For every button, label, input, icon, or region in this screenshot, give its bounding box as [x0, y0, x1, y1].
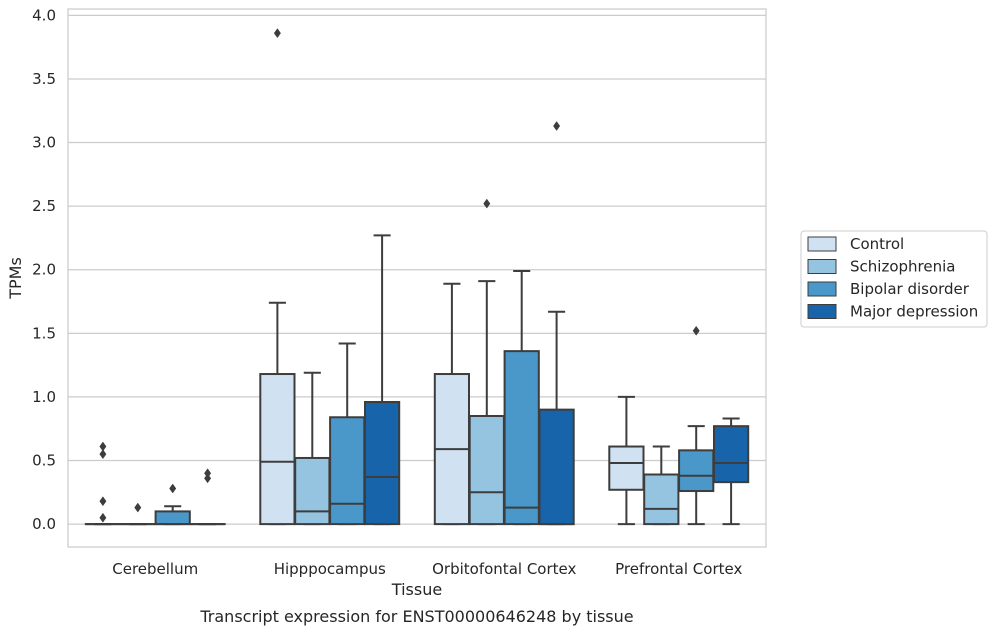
box-group: [503, 270, 540, 526]
box-group: [294, 371, 331, 526]
box: [712, 425, 750, 484]
outlier-point: [99, 512, 107, 523]
legend-swatch: [807, 259, 837, 274]
gridlines: [68, 14, 766, 525]
y-tick-label: 1.0: [32, 388, 56, 406]
box-group: [433, 282, 471, 526]
box-group: [84, 441, 122, 526]
y-tick-label: 2.0: [32, 261, 56, 279]
box-group: [189, 468, 226, 526]
legend: Control Schizophrenia Bipolar disorder Majo…: [800, 230, 988, 328]
chart-caption: Transcript expression for ENST0000064624…: [199, 607, 633, 626]
x-tick-label: Orbitofontal Cortex: [432, 560, 576, 578]
box-group: [363, 234, 401, 526]
box-group: [538, 121, 575, 526]
y-axis-title: TPMs: [6, 257, 25, 300]
outlier-point: [169, 483, 177, 494]
box: [259, 373, 296, 526]
y-tick-label: 2.5: [32, 197, 56, 215]
legend-swatch: [807, 281, 837, 297]
box-group: [678, 325, 715, 526]
box-group: [468, 198, 505, 526]
y-tick-label: 3.0: [32, 134, 56, 152]
legend-label: Control: [850, 235, 904, 253]
box-group: [608, 395, 645, 526]
box-group: [119, 502, 156, 526]
outlier-point: [204, 473, 212, 484]
box: [678, 449, 715, 493]
box: [608, 445, 645, 491]
box: [468, 414, 505, 526]
plot-frame: [67, 8, 767, 548]
box: [363, 401, 401, 526]
box: [503, 350, 540, 526]
x-tick-label: Cerebellum: [112, 560, 198, 578]
outlier-point: [134, 502, 142, 513]
outlier-point: [99, 496, 107, 507]
outlier-point: [99, 449, 107, 460]
box: [329, 416, 366, 526]
box-group: [712, 417, 750, 526]
outlier-point: [483, 198, 491, 209]
y-tick-label: 4.0: [32, 6, 56, 24]
x-axis-title: Tissue: [391, 580, 442, 599]
box-group: [329, 342, 366, 526]
outlier-point: [553, 121, 561, 131]
box-group: [643, 445, 680, 526]
box: [294, 456, 331, 526]
legend-label: Major depression: [850, 303, 978, 321]
x-tick-label: Prefrontal Cortex: [615, 560, 742, 578]
legend-label: Schizophrenia: [850, 258, 955, 276]
box: [643, 473, 680, 526]
outlier-point: [204, 468, 212, 479]
y-tick-label: 1.5: [32, 324, 56, 342]
box: [154, 510, 191, 526]
y-tick-label: 3.5: [32, 70, 56, 88]
outlier-point: [99, 441, 107, 452]
legend-swatch: [807, 304, 837, 319]
boxes: [84, 28, 750, 526]
legend-label: Bipolar disorder: [850, 280, 970, 298]
outlier-point: [273, 28, 281, 39]
y-tick-label: 0.0: [32, 515, 56, 533]
box: [538, 408, 575, 526]
box-group: [154, 483, 191, 526]
outlier-point: [692, 325, 700, 336]
x-tick-labels: Cerebellum Hipppocampus Orbitofontal Corte…: [112, 560, 742, 578]
y-tick-labels: 0.0 0.5 1.0 1.5 2.0 2.5 3.0 3.5 4.0: [32, 6, 56, 533]
legend-swatch: [807, 236, 837, 252]
y-tick-label: 0.5: [32, 452, 56, 470]
legend-frame: [800, 230, 988, 328]
box-group: [259, 28, 296, 526]
x-tick-label: Hipppocampus: [274, 560, 386, 578]
